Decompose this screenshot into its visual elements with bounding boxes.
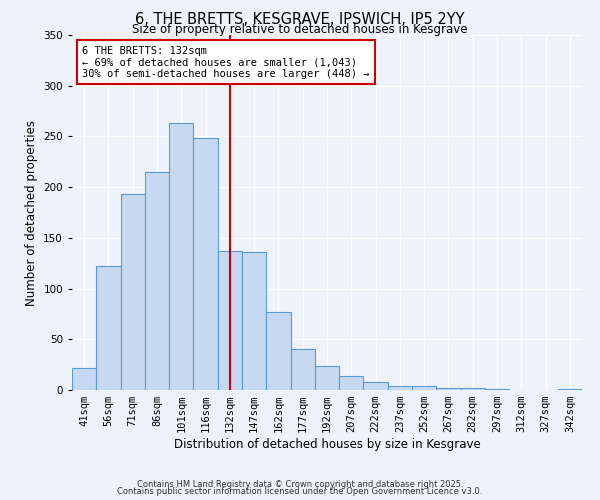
Bar	[121, 194, 145, 390]
Bar	[242, 252, 266, 390]
Bar	[412, 386, 436, 390]
Text: Contains HM Land Registry data © Crown copyright and database right 2025.: Contains HM Land Registry data © Crown c…	[137, 480, 463, 489]
Bar	[96, 266, 121, 390]
Bar	[388, 386, 412, 390]
Text: 6 THE BRETTS: 132sqm
← 69% of detached houses are smaller (1,043)
30% of semi-de: 6 THE BRETTS: 132sqm ← 69% of detached h…	[82, 46, 370, 79]
Text: Contains public sector information licensed under the Open Government Licence v3: Contains public sector information licen…	[118, 487, 482, 496]
X-axis label: Distribution of detached houses by size in Kesgrave: Distribution of detached houses by size …	[173, 438, 481, 451]
Bar	[169, 123, 193, 390]
Bar	[364, 382, 388, 390]
Y-axis label: Number of detached properties: Number of detached properties	[25, 120, 38, 306]
Bar	[266, 312, 290, 390]
Bar	[461, 388, 485, 390]
Bar	[145, 172, 169, 390]
Bar	[436, 388, 461, 390]
Bar	[339, 376, 364, 390]
Bar	[558, 389, 582, 390]
Bar	[315, 366, 339, 390]
Bar	[72, 368, 96, 390]
Text: Size of property relative to detached houses in Kesgrave: Size of property relative to detached ho…	[132, 22, 468, 36]
Bar	[485, 389, 509, 390]
Bar	[193, 138, 218, 390]
Bar	[290, 350, 315, 390]
Text: 6, THE BRETTS, KESGRAVE, IPSWICH, IP5 2YY: 6, THE BRETTS, KESGRAVE, IPSWICH, IP5 2Y…	[135, 12, 465, 28]
Bar	[218, 251, 242, 390]
